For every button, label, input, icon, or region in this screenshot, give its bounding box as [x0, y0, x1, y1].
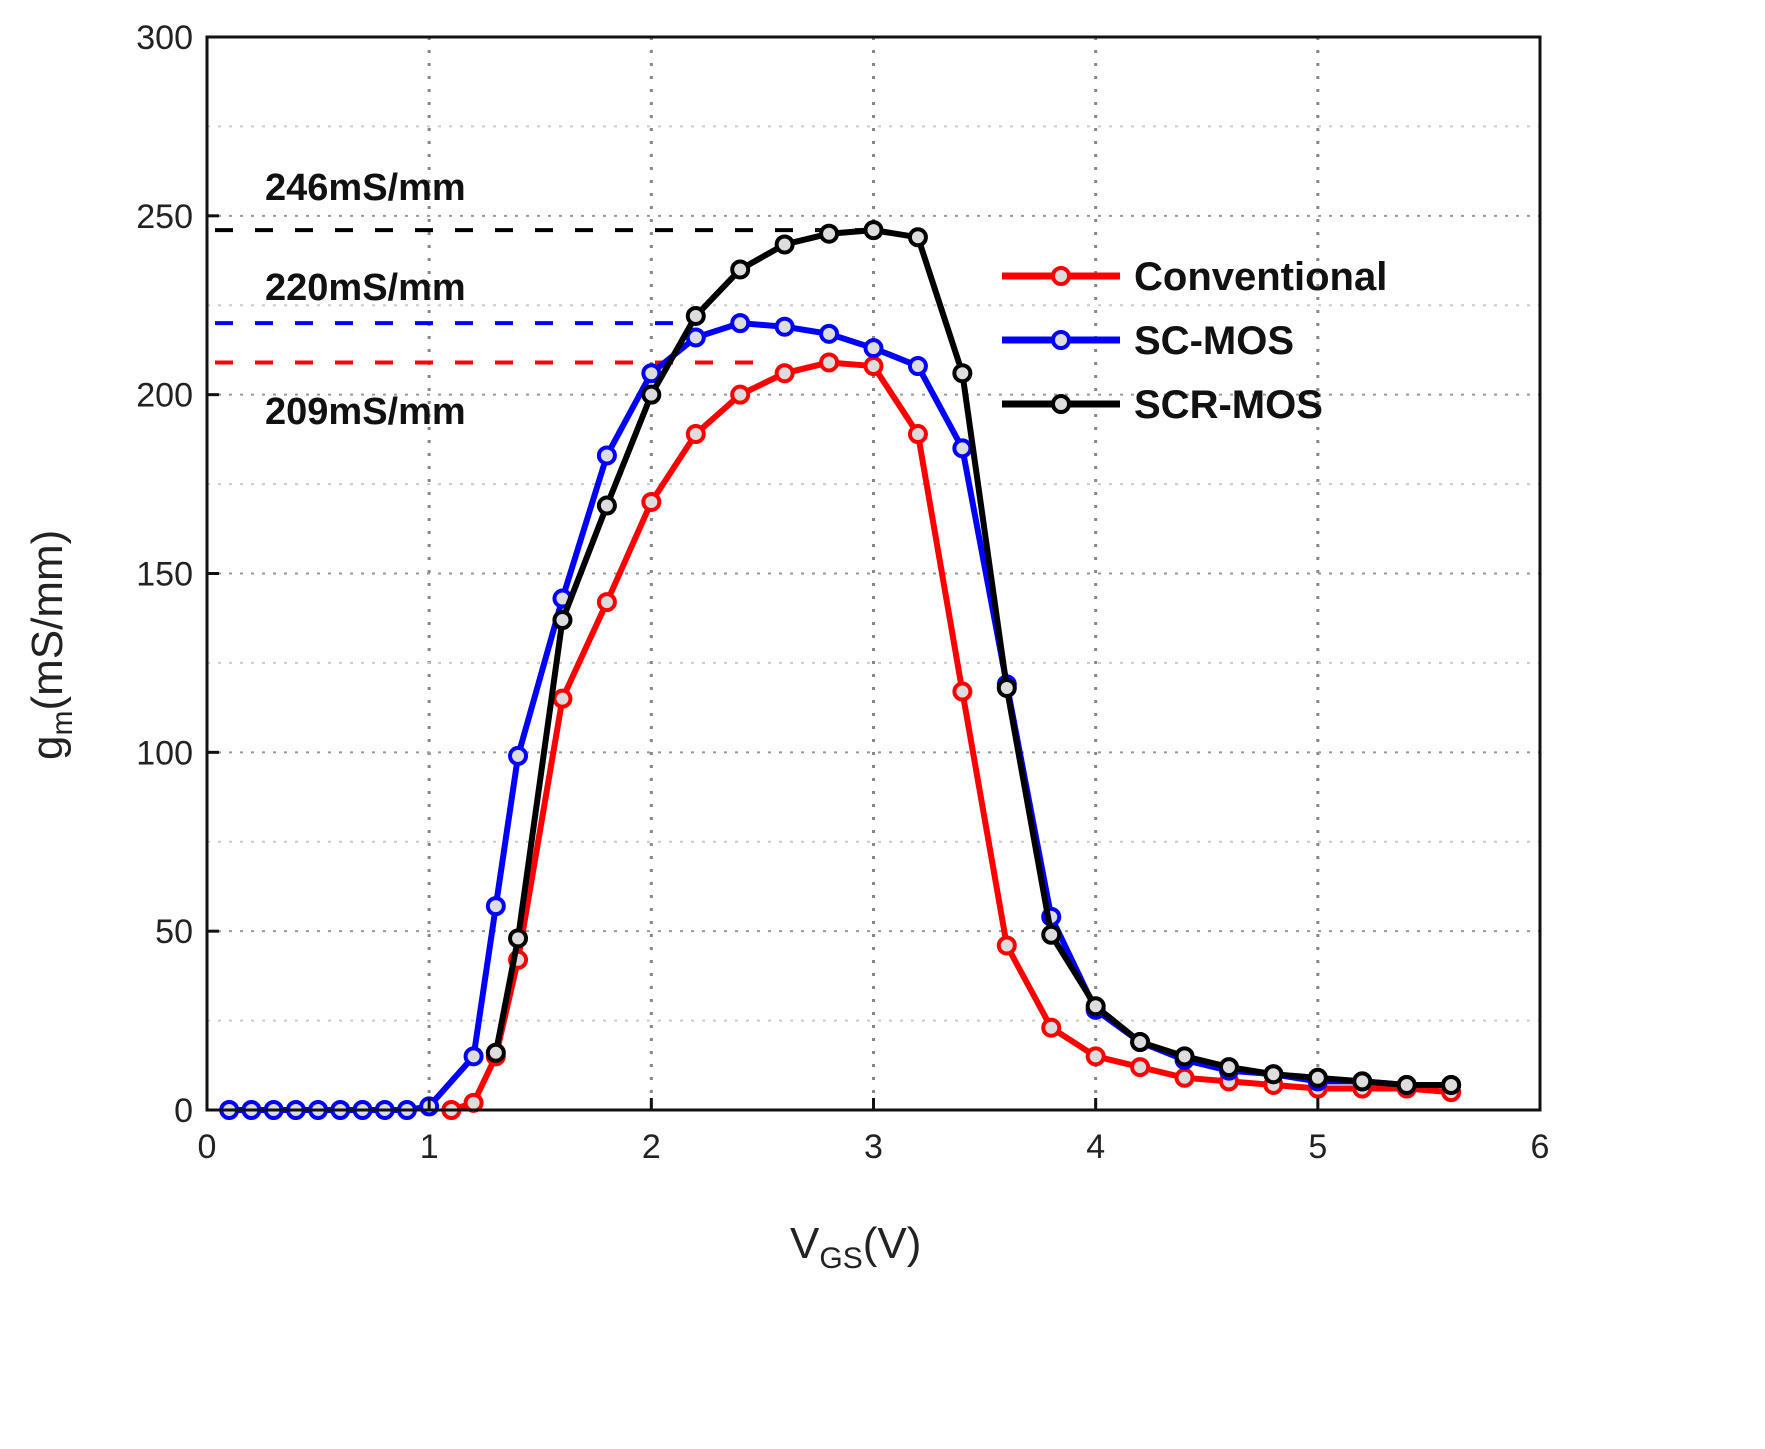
data-point — [552, 688, 573, 709]
legend-marker — [1051, 266, 1071, 286]
data-point — [596, 445, 617, 466]
data-point — [907, 227, 928, 248]
legend-label: Conventional — [1134, 255, 1387, 299]
annotation-labels: 246mS/mm 220mS/mm 209mS/mm — [265, 167, 466, 433]
data-point — [685, 305, 706, 326]
data-point — [1441, 1074, 1462, 1095]
data-point — [485, 1042, 506, 1063]
data-point — [685, 327, 706, 348]
data-point — [774, 363, 795, 384]
data-point — [819, 323, 840, 344]
data-point — [863, 220, 884, 241]
data-point — [1218, 1057, 1239, 1078]
data-point — [1352, 1071, 1373, 1092]
data-point — [1130, 1032, 1151, 1053]
x-tick-label: 0 — [198, 1128, 217, 1166]
x-tick-label: 1 — [420, 1128, 439, 1166]
legend-label: SCR-MOS — [1134, 383, 1323, 427]
data-point — [952, 363, 973, 384]
data-point — [1174, 1067, 1195, 1088]
x-tick-label: 3 — [864, 1128, 883, 1166]
series-sc-mos — [219, 313, 1462, 1120]
annotation-209: 209mS/mm — [265, 391, 466, 433]
y-tick-label: 200 — [136, 377, 193, 415]
data-point — [596, 495, 617, 516]
x-axis-label: VGS(V) — [790, 1219, 921, 1275]
y-tick-label: 150 — [136, 556, 193, 594]
series-line — [492, 227, 1452, 1088]
data-point — [1085, 996, 1106, 1017]
y-tick-label: 300 — [136, 19, 193, 57]
legend-marker — [1051, 394, 1071, 414]
data-point — [508, 928, 529, 949]
y-tick-label: 100 — [136, 734, 193, 772]
data-point — [996, 677, 1017, 698]
data-point — [907, 356, 928, 377]
y-tick-label: 0 — [174, 1092, 193, 1130]
data-point — [1263, 1064, 1284, 1085]
x-tick-label: 5 — [1308, 1128, 1327, 1166]
data-point — [641, 491, 662, 512]
series-line — [229, 320, 1452, 1113]
legend-marker — [1051, 330, 1071, 350]
data-point — [1041, 1017, 1062, 1038]
data-point — [730, 259, 751, 280]
data-point — [730, 313, 751, 334]
grid — [207, 37, 1540, 1110]
data-point — [863, 338, 884, 359]
x-tick-label: 4 — [1086, 1128, 1105, 1166]
data-point — [952, 681, 973, 702]
legend: Conventional SC-MOS SCR-MOS — [1002, 255, 1387, 427]
data-point — [907, 424, 928, 445]
annotation-246: 246mS/mm — [265, 167, 466, 209]
data-point — [819, 352, 840, 373]
data-point — [685, 424, 706, 445]
annotation-220: 220mS/mm — [265, 267, 466, 309]
data-point — [863, 356, 884, 377]
data-point — [1130, 1057, 1151, 1078]
data-point — [552, 609, 573, 630]
data-point — [641, 384, 662, 405]
data-point — [996, 935, 1017, 956]
data-point — [485, 896, 506, 917]
data-point — [730, 384, 751, 405]
data-point — [774, 316, 795, 337]
y-axis-label: gm(mS/mm) — [23, 530, 79, 760]
data-point — [1174, 1046, 1195, 1067]
data-point — [508, 745, 529, 766]
data-point — [1085, 1046, 1106, 1067]
series-conventional — [441, 352, 1462, 1120]
data-point — [1041, 924, 1062, 945]
y-tick-label: 250 — [136, 198, 193, 236]
x-tick-label: 2 — [642, 1128, 661, 1166]
data-point — [1307, 1067, 1328, 1088]
x-tick-label: 6 — [1531, 1128, 1550, 1166]
data-point — [641, 363, 662, 384]
legend-label: SC-MOS — [1134, 319, 1294, 363]
data-point — [596, 592, 617, 613]
data-point — [463, 1046, 484, 1067]
data-point — [463, 1092, 484, 1113]
data-point — [1396, 1074, 1417, 1095]
series-scr-mos — [485, 220, 1462, 1095]
y-tick-label: 50 — [155, 913, 193, 951]
data-point — [819, 223, 840, 244]
data-point — [774, 234, 795, 255]
data-point — [952, 438, 973, 459]
ticks: 0 1 2 3 4 5 6 0 50 100 150 200 250 300 — [136, 19, 1549, 1166]
